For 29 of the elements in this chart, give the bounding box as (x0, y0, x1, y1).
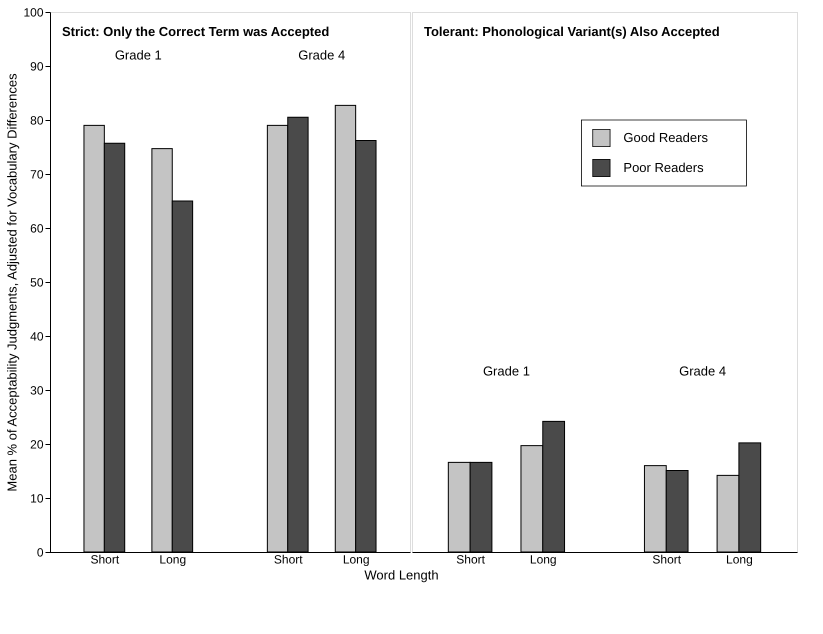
y-tick-label: 10 (30, 492, 44, 506)
y-tick-label: 80 (30, 114, 44, 128)
y-axis-title: Mean % of Acceptability Judgments, Adjusted for Vocabulary Differences (4, 72, 20, 492)
annotation: Grade 1 (482, 363, 530, 378)
x-tick-label: Long (530, 552, 557, 566)
x-tick-label: Short (652, 552, 682, 566)
annotation: Grade 4 (298, 47, 346, 62)
legend-label: Poor Readers (623, 160, 704, 175)
x-tick-label: Short (274, 552, 304, 566)
y-tick-label: 30 (30, 384, 44, 398)
x-tick-label: Long (159, 552, 186, 566)
y-tick-label: 70 (30, 168, 44, 182)
x-tick-label: Short (456, 552, 486, 566)
annotation: Grade 1 (114, 47, 162, 62)
text: Strict: Only the Correct Term was Accepted (62, 24, 330, 39)
y-tick-label: 20 (30, 438, 44, 452)
y-tick-label: 50 (30, 276, 44, 290)
x-tick-label: Short (90, 552, 120, 566)
x-axis-title: Word Length (364, 568, 439, 582)
y-tick-label: 90 (30, 60, 44, 74)
y-tick-label: 100 (23, 6, 44, 20)
x-tick-label: Long (726, 552, 753, 566)
y-tick-label: 40 (30, 330, 44, 344)
legend-label: Good Readers (623, 130, 708, 145)
x-tick-label: Long (342, 552, 370, 566)
text: Tolerant: Phonological Variant(s) Also Accepted (424, 24, 720, 39)
y-tick-label: 60 (30, 222, 44, 236)
annotation: Grade 4 (679, 363, 726, 378)
y-tick-label: 0 (36, 546, 44, 560)
